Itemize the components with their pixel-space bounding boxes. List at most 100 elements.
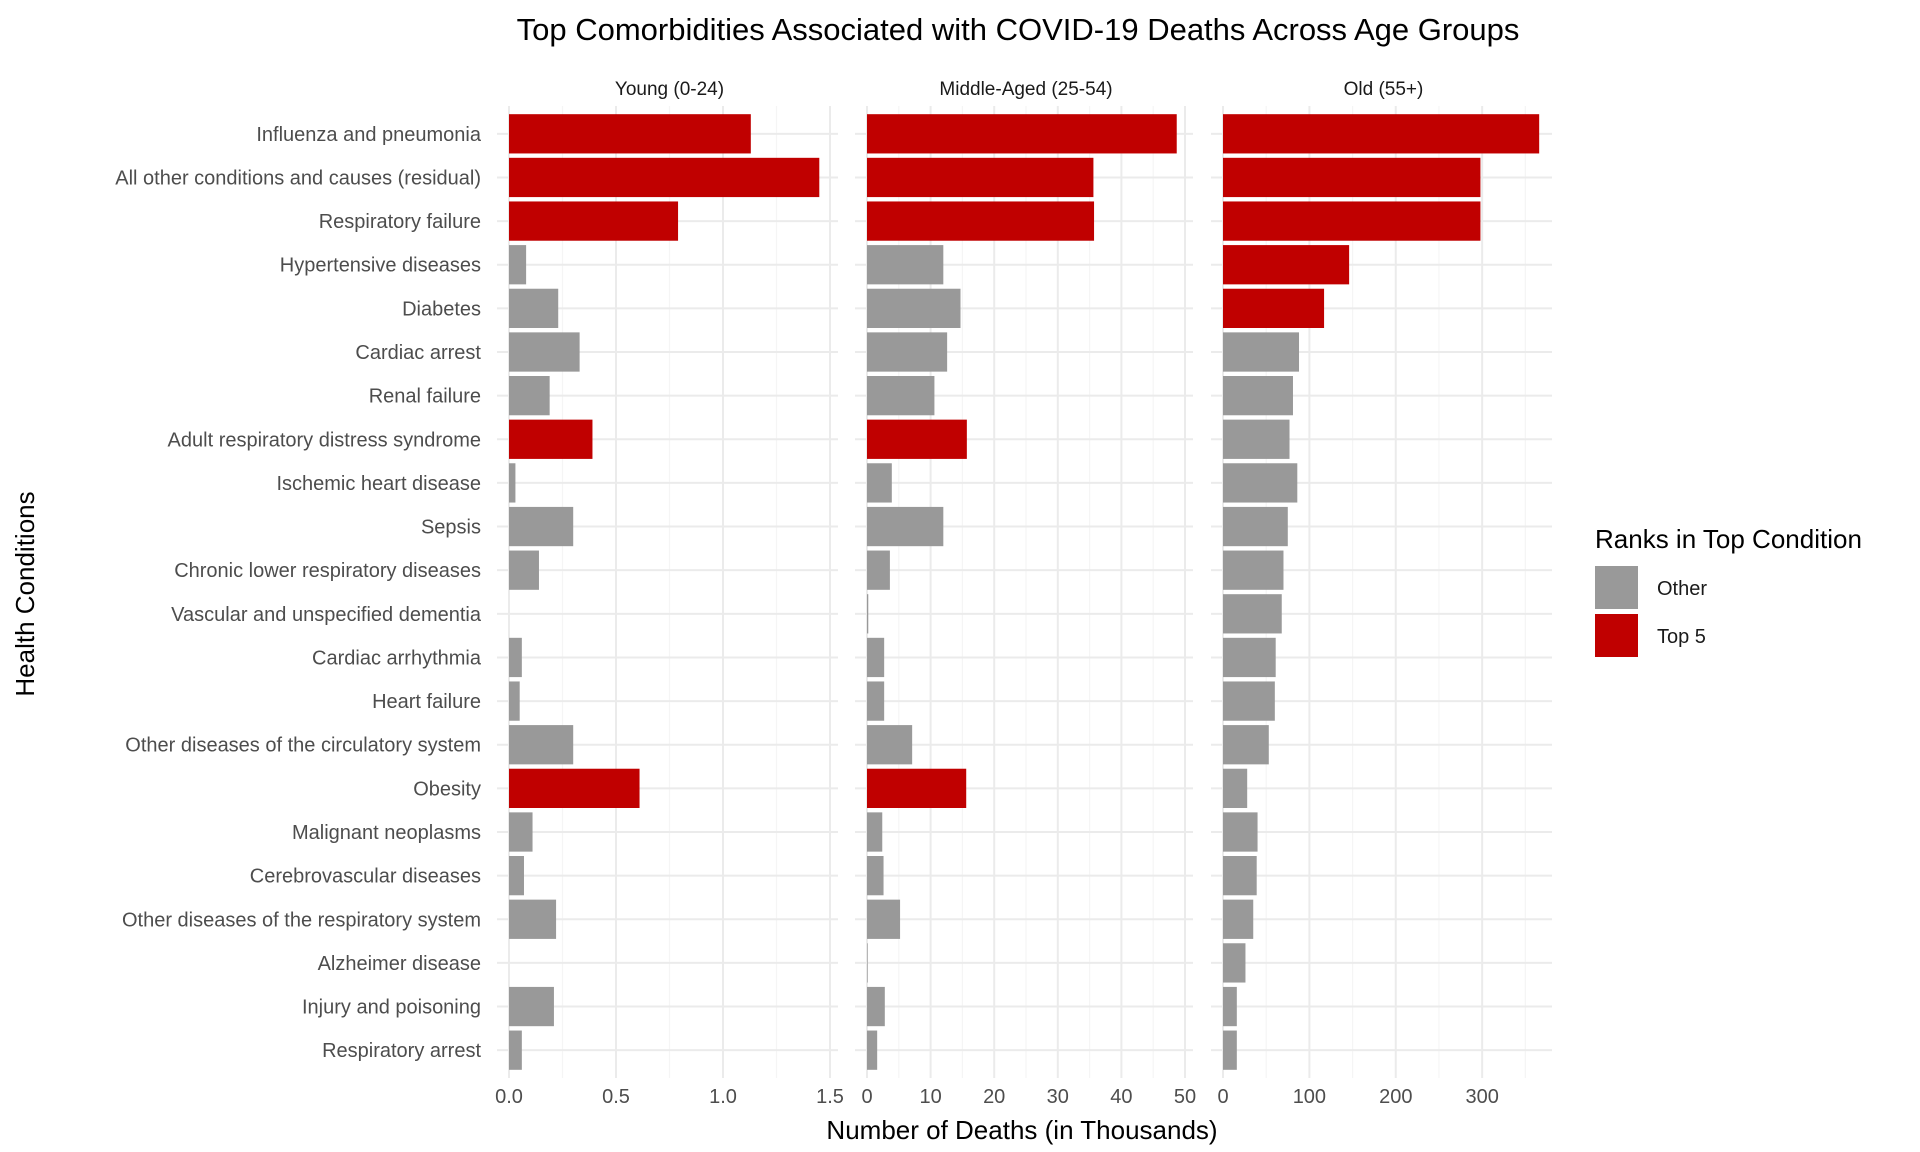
- x-tick-label: 0.5: [602, 1086, 630, 1108]
- bar: [509, 725, 574, 765]
- category-label: Malignant neoplasms: [292, 822, 481, 844]
- bar: [1223, 550, 1284, 590]
- legend-swatch: [1595, 566, 1638, 609]
- category-labels: Influenza and pneumonia All other conditi…: [115, 124, 482, 1062]
- bar: [867, 201, 1095, 241]
- category-label: Cardiac arrhythmia: [312, 647, 482, 669]
- bar: [867, 245, 944, 285]
- bar: [509, 157, 820, 198]
- bar: [1223, 681, 1275, 721]
- bar: [1223, 332, 1300, 372]
- legend: Other Top 5: [1595, 566, 1707, 657]
- bar: [509, 114, 751, 154]
- panel-x-ticks: 0.0 0.5 1.0 1.5: [495, 1086, 844, 1108]
- legend-label: Other: [1657, 578, 1707, 600]
- x-tick-label: 100: [1293, 1086, 1326, 1108]
- category-label: All other conditions and causes (residua…: [115, 167, 481, 189]
- bar: [1223, 943, 1246, 983]
- x-tick-label: 0: [1217, 1086, 1228, 1108]
- panel-strip-label: Young (0-24): [615, 79, 724, 100]
- bar: [1223, 157, 1481, 198]
- bar: [867, 332, 948, 372]
- bar: [867, 856, 884, 896]
- bar: [867, 1030, 878, 1070]
- panel-strip-label: Old (55+): [1344, 79, 1424, 100]
- bar: [1223, 986, 1237, 1027]
- bar: [867, 506, 944, 547]
- category-label: Renal failure: [369, 386, 481, 408]
- panel-x-ticks: 0 10 20 30 40 50: [861, 1086, 1196, 1108]
- bar: [1223, 637, 1276, 678]
- bar: [509, 681, 520, 721]
- panel-x-ticks: 0 100 200 300: [1217, 1086, 1498, 1108]
- category-label: Alzheimer disease: [318, 953, 481, 975]
- legend-title: Ranks in Top Condition: [1595, 524, 1862, 554]
- panel-bars: [867, 114, 1177, 1070]
- bar: [867, 594, 869, 634]
- panel-bars: [509, 114, 820, 1070]
- panel-strip-label: Middle-Aged (25-54): [939, 79, 1112, 100]
- bar: [867, 288, 961, 328]
- category-label: Influenza and pneumonia: [256, 124, 481, 146]
- bar: [509, 812, 533, 852]
- bar: [1223, 201, 1481, 241]
- x-tick-label: 0.0: [495, 1086, 523, 1108]
- x-tick-label: 30: [1047, 1086, 1069, 1108]
- bar: [509, 288, 559, 328]
- category-label: Cerebrovascular diseases: [250, 866, 481, 888]
- bar: [1223, 245, 1350, 285]
- category-label: Sepsis: [421, 517, 481, 539]
- x-tick-label: 10: [919, 1086, 941, 1108]
- bar: [867, 812, 883, 852]
- bar: [1223, 812, 1258, 852]
- category-label: Respiratory arrest: [322, 1040, 481, 1062]
- panels: Influenza and pneumonia All other conditi…: [115, 79, 1552, 1108]
- legend-swatch: [1595, 614, 1638, 657]
- bar: [1223, 899, 1254, 939]
- category-label: Ischemic heart disease: [276, 473, 481, 495]
- panel-bars: [1223, 114, 1540, 1070]
- bar: [867, 986, 885, 1027]
- bar: [509, 1030, 522, 1070]
- x-tick-label: 20: [983, 1086, 1005, 1108]
- legend-label: Top 5: [1657, 626, 1706, 648]
- bar: [509, 637, 522, 678]
- bar: [1223, 594, 1282, 634]
- x-tick-label: 40: [1110, 1086, 1132, 1108]
- x-axis-title: Number of Deaths (in Thousands): [826, 1115, 1217, 1145]
- bar: [509, 550, 539, 590]
- bar: [1223, 856, 1257, 896]
- bar: [509, 201, 679, 241]
- bar: [509, 376, 550, 416]
- category-label: Obesity: [413, 778, 481, 800]
- bar: [867, 899, 901, 939]
- bar: [867, 681, 885, 721]
- category-label: Hypertensive diseases: [280, 255, 481, 277]
- bar: [1223, 1030, 1237, 1070]
- bar: [1223, 376, 1293, 416]
- x-tick-label: 300: [1465, 1086, 1498, 1108]
- category-label: Other diseases of the circulatory system: [125, 735, 481, 757]
- bar: [509, 419, 593, 459]
- bar: [1223, 114, 1540, 154]
- category-label: Adult respiratory distress syndrome: [168, 429, 481, 451]
- x-tick-label: 50: [1174, 1086, 1196, 1108]
- bar: [509, 899, 557, 939]
- bar: [509, 463, 516, 503]
- panel-2: Middle-Aged (25-54) 0 10 20 30 40 50: [855, 79, 1196, 1108]
- category-label: Diabetes: [402, 298, 481, 320]
- bar: [1223, 288, 1325, 328]
- x-tick-label: 200: [1379, 1086, 1412, 1108]
- category-label: Vascular and unspecified dementia: [171, 604, 482, 626]
- category-label: Chronic lower respiratory diseases: [174, 560, 481, 582]
- bar: [867, 463, 892, 503]
- bar: [1223, 419, 1290, 459]
- category-label: Cardiac arrest: [355, 342, 481, 364]
- x-tick-label: 0: [861, 1086, 872, 1108]
- x-tick-label: 1.0: [709, 1086, 737, 1108]
- y-axis-title: Health Conditions: [10, 491, 40, 696]
- bar: [867, 550, 890, 590]
- bar: [509, 768, 640, 808]
- x-tick-label: 1.5: [816, 1086, 844, 1108]
